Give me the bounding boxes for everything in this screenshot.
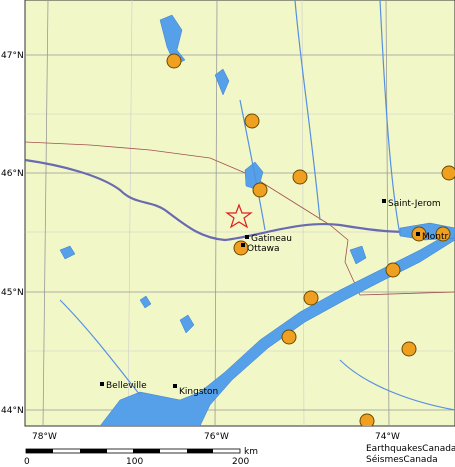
city-label: Kingston <box>179 387 218 397</box>
city-label: Belleville <box>106 381 147 391</box>
lon-label: 76°W <box>204 432 229 442</box>
lat-label: 45°N <box>1 288 24 298</box>
lon-label: 74°W <box>375 432 400 442</box>
credit: SéismesCanada <box>366 454 438 465</box>
map-features: Belleville Kingston Ottawa Gatineau Sain… <box>25 0 455 426</box>
minor-grid <box>25 0 455 426</box>
credit: EarthquakesCanada <box>366 444 455 454</box>
city-label: Saint-Jerom <box>388 199 441 209</box>
st-lawrence <box>99 229 455 426</box>
lat-label: 46°N <box>1 169 24 179</box>
ottawa-river <box>25 158 455 242</box>
city-markers <box>100 199 420 388</box>
lakes <box>59 14 455 334</box>
city-label: Montr <box>422 232 449 242</box>
scale-unit: km <box>244 447 258 457</box>
rivers <box>59 0 455 411</box>
lon-label: 78°W <box>32 432 57 442</box>
epicenter-star <box>225 203 253 229</box>
earthquakes <box>166 53 455 426</box>
border <box>25 141 455 296</box>
lat-label: 47°N <box>1 51 24 61</box>
scale-bar <box>25 448 241 454</box>
grid <box>25 0 455 426</box>
lat-label: 44°N <box>1 406 24 416</box>
scale-label: 100 <box>126 457 143 467</box>
scale-label: 0 <box>24 457 30 467</box>
city-label: Ottawa <box>247 244 280 254</box>
city-label: Gatineau <box>251 234 292 244</box>
scale-label: 200 <box>232 457 249 467</box>
